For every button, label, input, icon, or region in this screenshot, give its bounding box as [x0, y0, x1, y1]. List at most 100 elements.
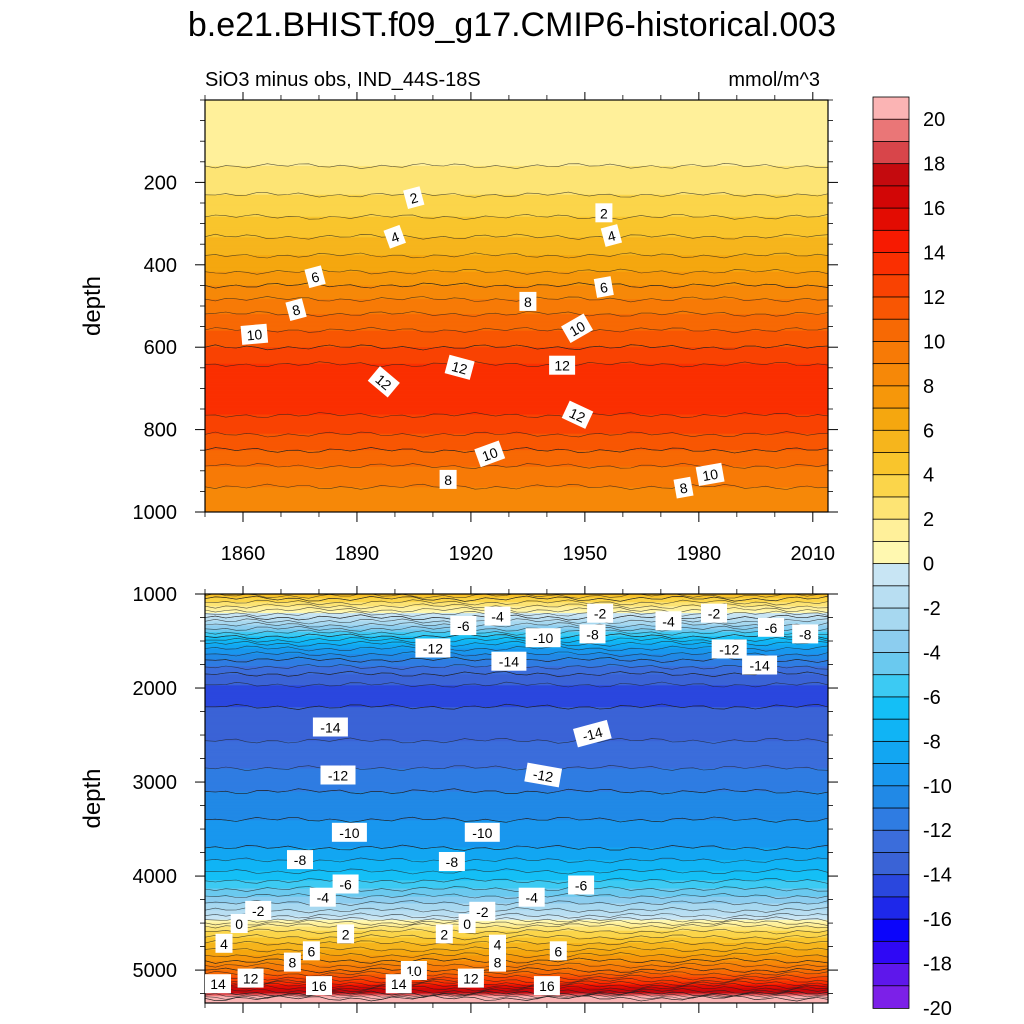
- contour-band: [205, 713, 828, 716]
- contour-band: [205, 888, 828, 891]
- contour-band: [205, 271, 828, 274]
- contour-band: [205, 720, 828, 723]
- contour-band: [205, 109, 828, 112]
- contour-band: [205, 937, 828, 940]
- contour-band: [205, 290, 828, 293]
- y-tick-label: 400: [144, 255, 177, 277]
- contour-band: [205, 134, 828, 137]
- contour-band: [205, 742, 828, 745]
- svg-text:-8: -8: [446, 854, 459, 870]
- contour-band: [205, 485, 828, 488]
- contour-band: [205, 193, 828, 196]
- contour-band: [205, 185, 828, 188]
- contour-band: [205, 602, 828, 605]
- x-tick-label: 1920: [449, 543, 494, 565]
- svg-text:-6: -6: [765, 620, 778, 636]
- contour-band: [205, 932, 828, 935]
- contour-band: [205, 968, 828, 971]
- contour-band: [205, 178, 828, 181]
- svg-text:6: 6: [554, 943, 562, 959]
- contour-band: [205, 310, 828, 313]
- contour-band: [205, 104, 828, 107]
- contour-band: [205, 381, 828, 384]
- contour-band: [205, 406, 828, 409]
- contour-band: [205, 951, 828, 954]
- contour-band: [205, 141, 828, 144]
- contour-line: [205, 625, 828, 632]
- contour-line: [205, 681, 828, 688]
- contour-band: [205, 610, 828, 613]
- contour-band: [205, 746, 828, 749]
- contour-band: [205, 108, 828, 111]
- contour-band: [205, 127, 828, 130]
- contour-band: [205, 908, 828, 911]
- contour-label: -4: [518, 887, 545, 907]
- contour-band: [205, 743, 828, 746]
- contour-band: [205, 393, 828, 396]
- contour-band: [205, 417, 828, 420]
- svg-text:2: 2: [440, 926, 448, 942]
- colorbar-tick-label: -20: [923, 998, 952, 1020]
- svg-text:-2: -2: [594, 606, 607, 622]
- contour-band: [205, 955, 828, 958]
- contour-label: -12: [711, 639, 747, 659]
- contour-label: -8: [438, 852, 465, 871]
- contour-line: [205, 595, 828, 602]
- contour-band: [205, 943, 828, 945]
- contour-label: 12: [457, 968, 484, 988]
- colorbar-tick-label: 0: [923, 554, 934, 576]
- contour-line: [205, 928, 828, 935]
- colorbar-swatch: [872, 607, 910, 632]
- contour-band: [205, 121, 828, 124]
- contour-band: [205, 859, 828, 862]
- y-tick-label: 800: [144, 420, 177, 442]
- contour-band: [205, 824, 828, 827]
- contour-band: [205, 982, 828, 985]
- contour-band: [205, 143, 828, 146]
- contour-line: [205, 310, 828, 318]
- contour-band: [205, 506, 828, 509]
- contour-band: [205, 448, 828, 451]
- contour-band: [205, 270, 828, 273]
- contour-band: [205, 700, 828, 703]
- contour-band: [205, 848, 828, 851]
- contour-band: [205, 251, 828, 254]
- svg-text:6: 6: [309, 268, 321, 286]
- colorbar-swatch: [872, 229, 910, 254]
- contour-band: [205, 224, 828, 227]
- contour-band: [205, 476, 828, 479]
- contour-band: [205, 377, 828, 380]
- contour-band: [205, 102, 828, 105]
- contour-band: [205, 764, 828, 767]
- contour-label: -2: [587, 603, 614, 623]
- contour-band: [205, 441, 828, 444]
- contour-line: [205, 599, 828, 606]
- contour-band: [205, 835, 828, 838]
- contour-band: [205, 219, 828, 222]
- contour-band: [205, 246, 828, 249]
- contour-band: [205, 293, 828, 296]
- contour-band: [205, 622, 828, 625]
- contour-band: [205, 917, 828, 920]
- contour-band: [205, 205, 828, 208]
- contour-band: [205, 731, 828, 734]
- contour-band: [205, 885, 828, 888]
- svg-text:12: 12: [554, 358, 570, 374]
- contour-band: [205, 468, 828, 471]
- contour-band: [205, 726, 828, 729]
- contour-band: [205, 491, 828, 494]
- colorbar-tick-label: -2: [923, 598, 941, 620]
- contour-label: 10: [561, 313, 594, 343]
- contour-band: [205, 400, 828, 403]
- contour-label: 14: [205, 974, 231, 994]
- contour-band: [205, 241, 828, 244]
- contour-band: [205, 469, 828, 472]
- contour-band: [205, 880, 828, 883]
- contour-band: [205, 398, 828, 400]
- contour-band: [205, 945, 828, 948]
- svg-text:4: 4: [606, 227, 618, 245]
- contour-label: 6: [302, 941, 320, 961]
- contour-band: [205, 509, 828, 512]
- contour-band: [205, 135, 828, 138]
- contour-line: [205, 361, 828, 368]
